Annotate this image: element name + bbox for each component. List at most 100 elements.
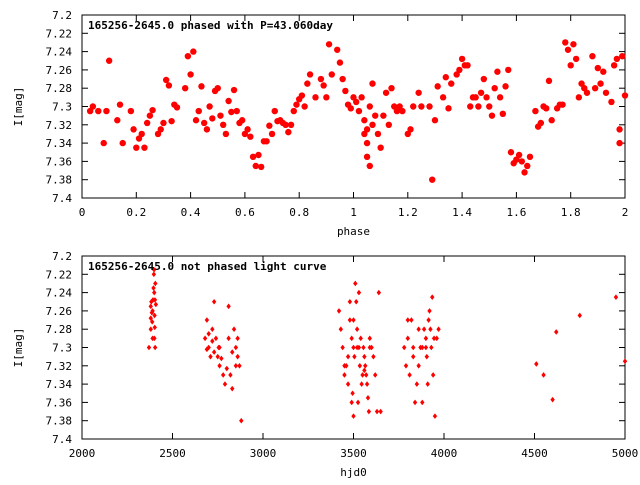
data-point — [407, 126, 414, 133]
data-point — [247, 133, 254, 140]
data-point — [226, 303, 231, 310]
data-points — [86, 39, 629, 183]
data-point — [350, 390, 355, 397]
data-point — [226, 335, 231, 342]
data-point — [103, 107, 110, 115]
data-point — [349, 399, 354, 406]
data-point — [407, 372, 412, 378]
data-point — [220, 372, 226, 378]
data-point — [548, 117, 555, 124]
data-point — [173, 104, 181, 111]
data-point — [249, 153, 257, 161]
data-point — [371, 353, 376, 360]
data-point — [345, 353, 351, 360]
y-tick-label: 7.34 — [46, 137, 73, 150]
data-point — [290, 107, 297, 115]
y-tick-label: 7.3 — [52, 101, 72, 114]
data-point — [418, 103, 425, 110]
x-tick-label: 3000 — [250, 447, 277, 460]
data-point — [464, 62, 471, 69]
data-point — [209, 115, 216, 122]
data-point — [168, 117, 175, 125]
data-point — [354, 344, 360, 351]
y-tick-label: 7.32 — [46, 119, 73, 132]
data-point — [575, 94, 583, 101]
data-point — [434, 83, 441, 90]
data-point — [217, 344, 222, 351]
data-point — [219, 121, 227, 128]
data-point — [351, 317, 356, 323]
data-point — [439, 94, 447, 101]
x-tick-label: 2500 — [159, 447, 186, 460]
data-point — [141, 144, 148, 151]
data-point — [239, 417, 244, 424]
data-point — [442, 74, 450, 81]
data-point — [363, 153, 371, 161]
y-tick-label: 7.22 — [46, 268, 73, 281]
data-point — [225, 97, 232, 105]
data-point — [298, 92, 306, 99]
data-point — [203, 126, 211, 133]
data-point — [429, 176, 436, 183]
y-tick-label: 7.36 — [46, 155, 73, 168]
data-point — [105, 57, 113, 64]
y-tick-label: 7.38 — [46, 415, 73, 428]
data-point — [567, 62, 574, 69]
data-point — [152, 312, 157, 319]
x-tick-label: 0.4 — [181, 206, 201, 219]
data-point — [507, 149, 515, 156]
data-point — [431, 335, 437, 342]
data-point — [356, 289, 362, 296]
data-point — [320, 82, 327, 89]
data-point — [416, 363, 421, 369]
data-point — [202, 335, 208, 342]
data-point — [133, 144, 140, 151]
data-point — [420, 399, 425, 406]
data-point — [424, 353, 430, 360]
data-point — [380, 112, 387, 119]
data-point — [148, 303, 153, 310]
data-point — [534, 361, 539, 367]
data-point — [491, 85, 498, 92]
data-point — [351, 413, 356, 419]
data-point — [600, 68, 607, 75]
data-point — [559, 101, 566, 108]
y-tick-label: 7.28 — [46, 82, 73, 95]
data-point — [526, 153, 534, 161]
data-point — [499, 110, 507, 118]
data-point — [426, 317, 431, 323]
data-point — [467, 103, 474, 110]
data-point — [619, 52, 626, 60]
data-point — [268, 130, 276, 138]
data-point — [597, 80, 604, 87]
data-point — [475, 103, 482, 110]
data-point — [411, 353, 416, 360]
data-point — [608, 98, 615, 106]
x-tick-label: 1.6 — [506, 206, 526, 219]
x-tick-label: 5000 — [612, 447, 639, 460]
y-tick-label: 7.22 — [46, 27, 73, 40]
x-tick-label: 1.8 — [561, 206, 581, 219]
x-tick-label: 2 — [622, 206, 629, 219]
data-point — [153, 301, 159, 308]
data-point — [483, 94, 490, 101]
data-point — [358, 94, 365, 101]
x-tick-label: 0.2 — [126, 206, 146, 219]
data-point — [230, 349, 235, 355]
data-point — [366, 162, 373, 170]
data-point — [372, 112, 379, 119]
data-point — [358, 335, 363, 342]
data-point — [151, 271, 157, 278]
data-point — [415, 89, 422, 96]
data-point — [184, 52, 192, 60]
data-point — [345, 381, 351, 387]
data-point — [222, 381, 228, 387]
data-point — [215, 353, 220, 360]
data-point — [562, 39, 569, 46]
data-point — [114, 117, 121, 124]
data-point — [235, 353, 240, 360]
data-point — [572, 55, 580, 63]
data-point — [217, 363, 222, 369]
data-point — [505, 66, 512, 74]
